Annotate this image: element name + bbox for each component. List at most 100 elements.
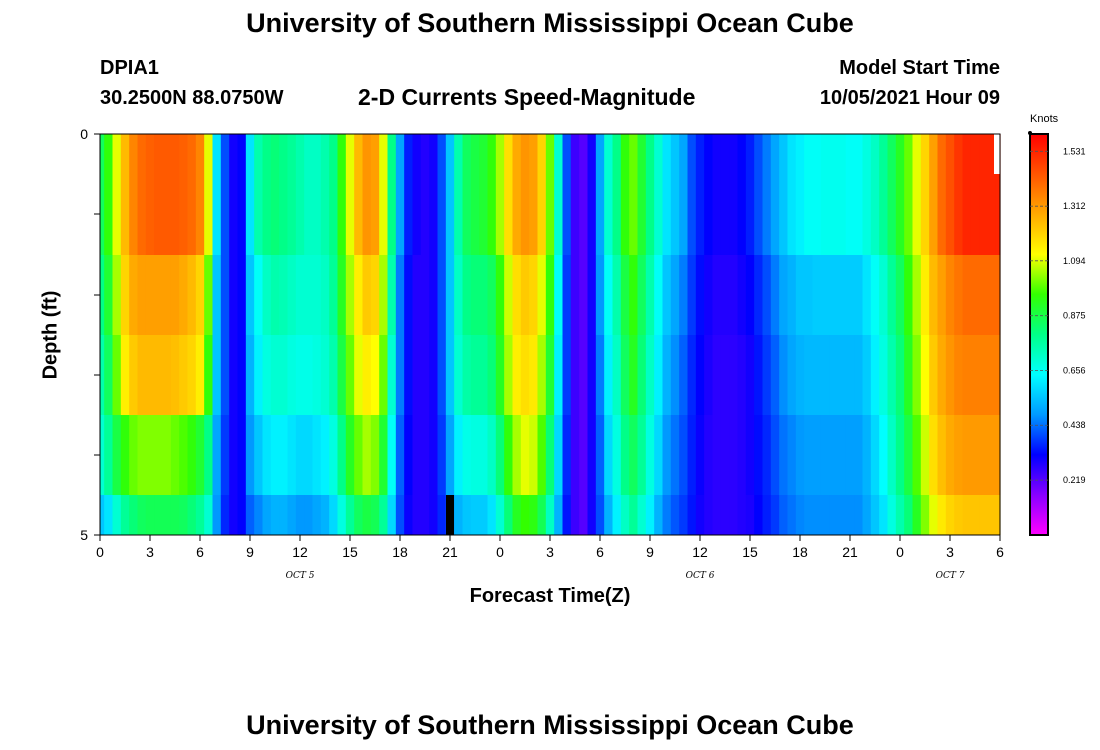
heatmap-cell (870, 495, 880, 535)
heatmap-cell (462, 415, 472, 495)
heatmap-cell (987, 415, 997, 495)
heatmap-cell (279, 134, 289, 174)
heatmap-cell (237, 335, 247, 415)
heatmap-cell (837, 174, 847, 255)
heatmap-cell (345, 174, 355, 255)
heatmap-cell (100, 134, 105, 174)
heatmap-cell (687, 134, 697, 174)
heatmap-cell (629, 134, 639, 174)
heatmap-cell (562, 415, 572, 495)
heatmap-cell (595, 134, 605, 174)
heatmap-cell (770, 495, 780, 535)
heatmap-cell (245, 335, 255, 415)
heatmap-cell (204, 495, 214, 535)
heatmap-cell (270, 495, 280, 535)
heatmap-cell (270, 335, 280, 415)
heatmap-cell (237, 415, 247, 495)
heatmap-cell (404, 174, 414, 255)
heatmap-cell (412, 174, 422, 255)
heatmap-cell (179, 134, 189, 174)
x-tick-label: 0 (896, 544, 904, 560)
heatmap-cell (929, 495, 939, 535)
heatmap-cell (462, 134, 472, 174)
heatmap-cell (120, 335, 130, 415)
heatmap-cell (645, 174, 655, 255)
heatmap-cell (629, 255, 639, 335)
heatmap-cell (704, 415, 714, 495)
heatmap-cell (287, 495, 297, 535)
heatmap-cell (487, 335, 497, 415)
heatmap-cell (437, 134, 447, 174)
heatmap-cell (737, 255, 747, 335)
heatmap-cell (895, 495, 905, 535)
heatmap-cell (295, 134, 305, 174)
heatmap-cell (287, 415, 297, 495)
heatmap-cell (145, 255, 155, 335)
heatmap-cell (729, 134, 739, 174)
heatmap-cell (462, 335, 472, 415)
heatmap-cell (754, 255, 764, 335)
heatmap-cell (212, 415, 222, 495)
heatmap-cell (804, 495, 814, 535)
heatmap-cell (870, 335, 880, 415)
heatmap-cell (504, 335, 514, 415)
heatmap-cell (137, 415, 147, 495)
heatmap-cell (162, 174, 172, 255)
heatmap-cell (637, 174, 647, 255)
heatmap-cell (245, 134, 255, 174)
station-id: DPIA1 (100, 57, 159, 79)
heatmap-cell (970, 335, 980, 415)
heatmap-cell (187, 134, 197, 174)
heatmap-cell (312, 174, 322, 255)
heatmap-cell (520, 174, 530, 255)
heatmap-cell (887, 134, 897, 174)
heatmap-cell (312, 415, 322, 495)
heatmap-cell (204, 335, 214, 415)
heatmap-cell (262, 335, 272, 415)
heatmap-cell (379, 255, 389, 335)
heatmap-cell (104, 495, 114, 535)
heatmap-cell (437, 495, 447, 535)
heatmap-cell (212, 134, 222, 174)
heatmap-cell (262, 255, 272, 335)
heatmap-cell (412, 495, 422, 535)
heatmap-cell (662, 335, 672, 415)
heatmap-cell (704, 134, 714, 174)
heatmap-cell (587, 255, 597, 335)
heatmap-cell (812, 335, 822, 415)
heatmap-cell (554, 174, 564, 255)
heatmap-cell (612, 495, 622, 535)
heatmap-cell (820, 415, 830, 495)
heatmap-cell (520, 134, 530, 174)
heatmap-cell (762, 174, 772, 255)
heatmap-cell (587, 495, 597, 535)
heatmap-cell (195, 134, 205, 174)
heatmap-cell (804, 255, 814, 335)
heatmap-cell (454, 335, 464, 415)
heatmap-cell (112, 174, 122, 255)
heatmap-cell (312, 255, 322, 335)
heatmap-cell (287, 335, 297, 415)
heatmap-cell (562, 134, 572, 174)
heatmap-cell (995, 415, 1001, 495)
heatmap-cell (970, 255, 980, 335)
heatmap-cell (795, 174, 805, 255)
heatmap-cell (654, 255, 664, 335)
heatmap-cell (395, 255, 405, 335)
heatmap-cell (845, 255, 855, 335)
heatmap-cell (920, 174, 930, 255)
heatmap-cell (504, 174, 514, 255)
heatmap-cell (420, 415, 430, 495)
heatmap-cell (245, 415, 255, 495)
heatmap-cell (220, 255, 230, 335)
heatmap-cell (862, 134, 872, 174)
heatmap-cell (137, 174, 147, 255)
heatmap-cell (420, 495, 430, 535)
heatmap-cell (604, 174, 614, 255)
heatmap-cell (545, 255, 555, 335)
heatmap-cell (179, 174, 189, 255)
heatmap-cell (670, 174, 680, 255)
heatmap-cell (429, 495, 439, 535)
heatmap-cell (162, 255, 172, 335)
